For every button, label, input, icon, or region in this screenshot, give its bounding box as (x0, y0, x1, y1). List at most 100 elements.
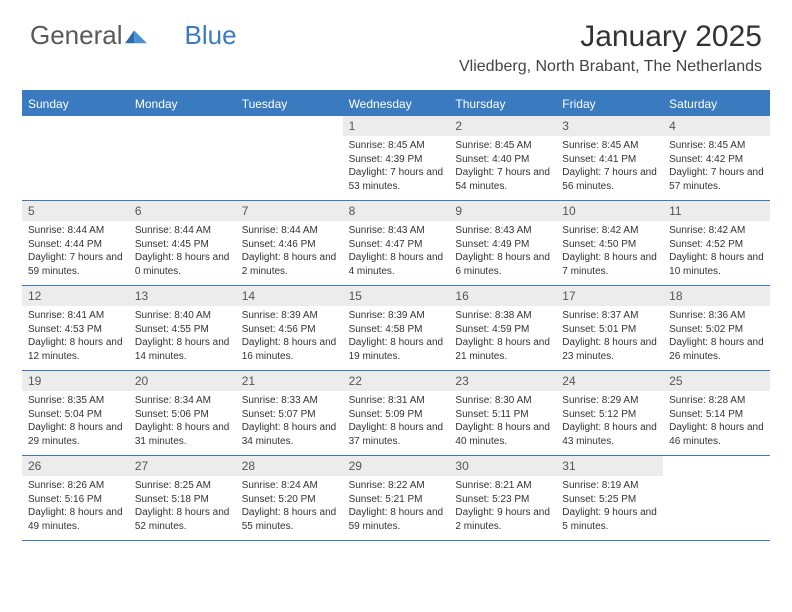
daylight-text: Daylight: 8 hours and 14 minutes. (135, 336, 230, 363)
day-info: Sunrise: 8:45 AMSunset: 4:39 PMDaylight:… (343, 136, 450, 197)
day-number: 23 (449, 371, 556, 391)
day-info: Sunrise: 8:35 AMSunset: 5:04 PMDaylight:… (22, 391, 129, 452)
weekday-label: Thursday (449, 92, 556, 116)
day-cell: 18Sunrise: 8:36 AMSunset: 5:02 PMDayligh… (663, 286, 770, 370)
day-number: 21 (236, 371, 343, 391)
daylight-text: Daylight: 7 hours and 54 minutes. (455, 166, 550, 193)
week-row: 1Sunrise: 8:45 AMSunset: 4:39 PMDaylight… (22, 116, 770, 201)
sunrise-text: Sunrise: 8:25 AM (135, 479, 230, 493)
day-number: 24 (556, 371, 663, 391)
sunrise-text: Sunrise: 8:40 AM (135, 309, 230, 323)
sunset-text: Sunset: 5:04 PM (28, 408, 123, 422)
weekday-label: Monday (129, 92, 236, 116)
daylight-text: Daylight: 8 hours and 34 minutes. (242, 421, 337, 448)
sunrise-text: Sunrise: 8:22 AM (349, 479, 444, 493)
daylight-text: Daylight: 9 hours and 2 minutes. (455, 506, 550, 533)
sunset-text: Sunset: 4:49 PM (455, 238, 550, 252)
day-cell: 3Sunrise: 8:45 AMSunset: 4:41 PMDaylight… (556, 116, 663, 200)
sunset-text: Sunset: 4:52 PM (669, 238, 764, 252)
sunset-text: Sunset: 5:14 PM (669, 408, 764, 422)
sunrise-text: Sunrise: 8:45 AM (455, 139, 550, 153)
daylight-text: Daylight: 8 hours and 6 minutes. (455, 251, 550, 278)
day-number: 31 (556, 456, 663, 476)
logo: General Blue (30, 20, 237, 51)
day-cell: 27Sunrise: 8:25 AMSunset: 5:18 PMDayligh… (129, 456, 236, 540)
calendar: SundayMondayTuesdayWednesdayThursdayFrid… (22, 90, 770, 541)
day-cell: 24Sunrise: 8:29 AMSunset: 5:12 PMDayligh… (556, 371, 663, 455)
day-info: Sunrise: 8:39 AMSunset: 4:56 PMDaylight:… (236, 306, 343, 367)
day-info: Sunrise: 8:26 AMSunset: 5:16 PMDaylight:… (22, 476, 129, 537)
day-info: Sunrise: 8:40 AMSunset: 4:55 PMDaylight:… (129, 306, 236, 367)
sunrise-text: Sunrise: 8:26 AM (28, 479, 123, 493)
day-cell: 19Sunrise: 8:35 AMSunset: 5:04 PMDayligh… (22, 371, 129, 455)
day-info: Sunrise: 8:38 AMSunset: 4:59 PMDaylight:… (449, 306, 556, 367)
sunrise-text: Sunrise: 8:30 AM (455, 394, 550, 408)
week-row: 19Sunrise: 8:35 AMSunset: 5:04 PMDayligh… (22, 371, 770, 456)
day-cell: 2Sunrise: 8:45 AMSunset: 4:40 PMDaylight… (449, 116, 556, 200)
sunrise-text: Sunrise: 8:41 AM (28, 309, 123, 323)
sunrise-text: Sunrise: 8:36 AM (669, 309, 764, 323)
day-number: 11 (663, 201, 770, 221)
day-info: Sunrise: 8:45 AMSunset: 4:42 PMDaylight:… (663, 136, 770, 197)
day-number: 29 (343, 456, 450, 476)
day-number: 3 (556, 116, 663, 136)
sunset-text: Sunset: 4:45 PM (135, 238, 230, 252)
sunrise-text: Sunrise: 8:34 AM (135, 394, 230, 408)
day-cell: 31Sunrise: 8:19 AMSunset: 5:25 PMDayligh… (556, 456, 663, 540)
day-number: 5 (22, 201, 129, 221)
weeks-container: 1Sunrise: 8:45 AMSunset: 4:39 PMDaylight… (22, 116, 770, 541)
day-cell: 8Sunrise: 8:43 AMSunset: 4:47 PMDaylight… (343, 201, 450, 285)
daylight-text: Daylight: 8 hours and 55 minutes. (242, 506, 337, 533)
day-number: 15 (343, 286, 450, 306)
day-number: 26 (22, 456, 129, 476)
day-info: Sunrise: 8:21 AMSunset: 5:23 PMDaylight:… (449, 476, 556, 537)
day-info: Sunrise: 8:19 AMSunset: 5:25 PMDaylight:… (556, 476, 663, 537)
sunset-text: Sunset: 5:23 PM (455, 493, 550, 507)
weekday-label: Wednesday (343, 92, 450, 116)
sunrise-text: Sunrise: 8:28 AM (669, 394, 764, 408)
day-number: 22 (343, 371, 450, 391)
day-cell (236, 116, 343, 200)
day-cell: 17Sunrise: 8:37 AMSunset: 5:01 PMDayligh… (556, 286, 663, 370)
sunset-text: Sunset: 5:25 PM (562, 493, 657, 507)
daylight-text: Daylight: 7 hours and 53 minutes. (349, 166, 444, 193)
weekday-label: Saturday (663, 92, 770, 116)
day-info: Sunrise: 8:28 AMSunset: 5:14 PMDaylight:… (663, 391, 770, 452)
sunset-text: Sunset: 4:55 PM (135, 323, 230, 337)
day-info: Sunrise: 8:45 AMSunset: 4:40 PMDaylight:… (449, 136, 556, 197)
day-cell: 1Sunrise: 8:45 AMSunset: 4:39 PMDaylight… (343, 116, 450, 200)
sunset-text: Sunset: 4:53 PM (28, 323, 123, 337)
day-info: Sunrise: 8:39 AMSunset: 4:58 PMDaylight:… (343, 306, 450, 367)
day-number: 17 (556, 286, 663, 306)
sunrise-text: Sunrise: 8:45 AM (669, 139, 764, 153)
logo-icon (123, 20, 147, 51)
sunrise-text: Sunrise: 8:19 AM (562, 479, 657, 493)
day-info: Sunrise: 8:44 AMSunset: 4:44 PMDaylight:… (22, 221, 129, 282)
day-info: Sunrise: 8:45 AMSunset: 4:41 PMDaylight:… (556, 136, 663, 197)
sunrise-text: Sunrise: 8:44 AM (135, 224, 230, 238)
sunset-text: Sunset: 5:01 PM (562, 323, 657, 337)
sunset-text: Sunset: 4:46 PM (242, 238, 337, 252)
sunset-text: Sunset: 5:06 PM (135, 408, 230, 422)
day-cell: 25Sunrise: 8:28 AMSunset: 5:14 PMDayligh… (663, 371, 770, 455)
logo-text-blue: Blue (185, 20, 237, 51)
day-info: Sunrise: 8:36 AMSunset: 5:02 PMDaylight:… (663, 306, 770, 367)
day-number: 4 (663, 116, 770, 136)
sunset-text: Sunset: 5:18 PM (135, 493, 230, 507)
day-cell: 10Sunrise: 8:42 AMSunset: 4:50 PMDayligh… (556, 201, 663, 285)
day-info: Sunrise: 8:22 AMSunset: 5:21 PMDaylight:… (343, 476, 450, 537)
day-info: Sunrise: 8:34 AMSunset: 5:06 PMDaylight:… (129, 391, 236, 452)
daylight-text: Daylight: 8 hours and 16 minutes. (242, 336, 337, 363)
daylight-text: Daylight: 8 hours and 12 minutes. (28, 336, 123, 363)
day-cell: 20Sunrise: 8:34 AMSunset: 5:06 PMDayligh… (129, 371, 236, 455)
day-number: 1 (343, 116, 450, 136)
day-info: Sunrise: 8:41 AMSunset: 4:53 PMDaylight:… (22, 306, 129, 367)
day-number: 7 (236, 201, 343, 221)
day-cell: 16Sunrise: 8:38 AMSunset: 4:59 PMDayligh… (449, 286, 556, 370)
location-text: Vliedberg, North Brabant, The Netherland… (459, 58, 762, 76)
day-cell: 7Sunrise: 8:44 AMSunset: 4:46 PMDaylight… (236, 201, 343, 285)
sunrise-text: Sunrise: 8:35 AM (28, 394, 123, 408)
page-header: General Blue January 2025 Vliedberg, Nor… (0, 0, 792, 82)
day-cell: 5Sunrise: 8:44 AMSunset: 4:44 PMDaylight… (22, 201, 129, 285)
day-number: 18 (663, 286, 770, 306)
